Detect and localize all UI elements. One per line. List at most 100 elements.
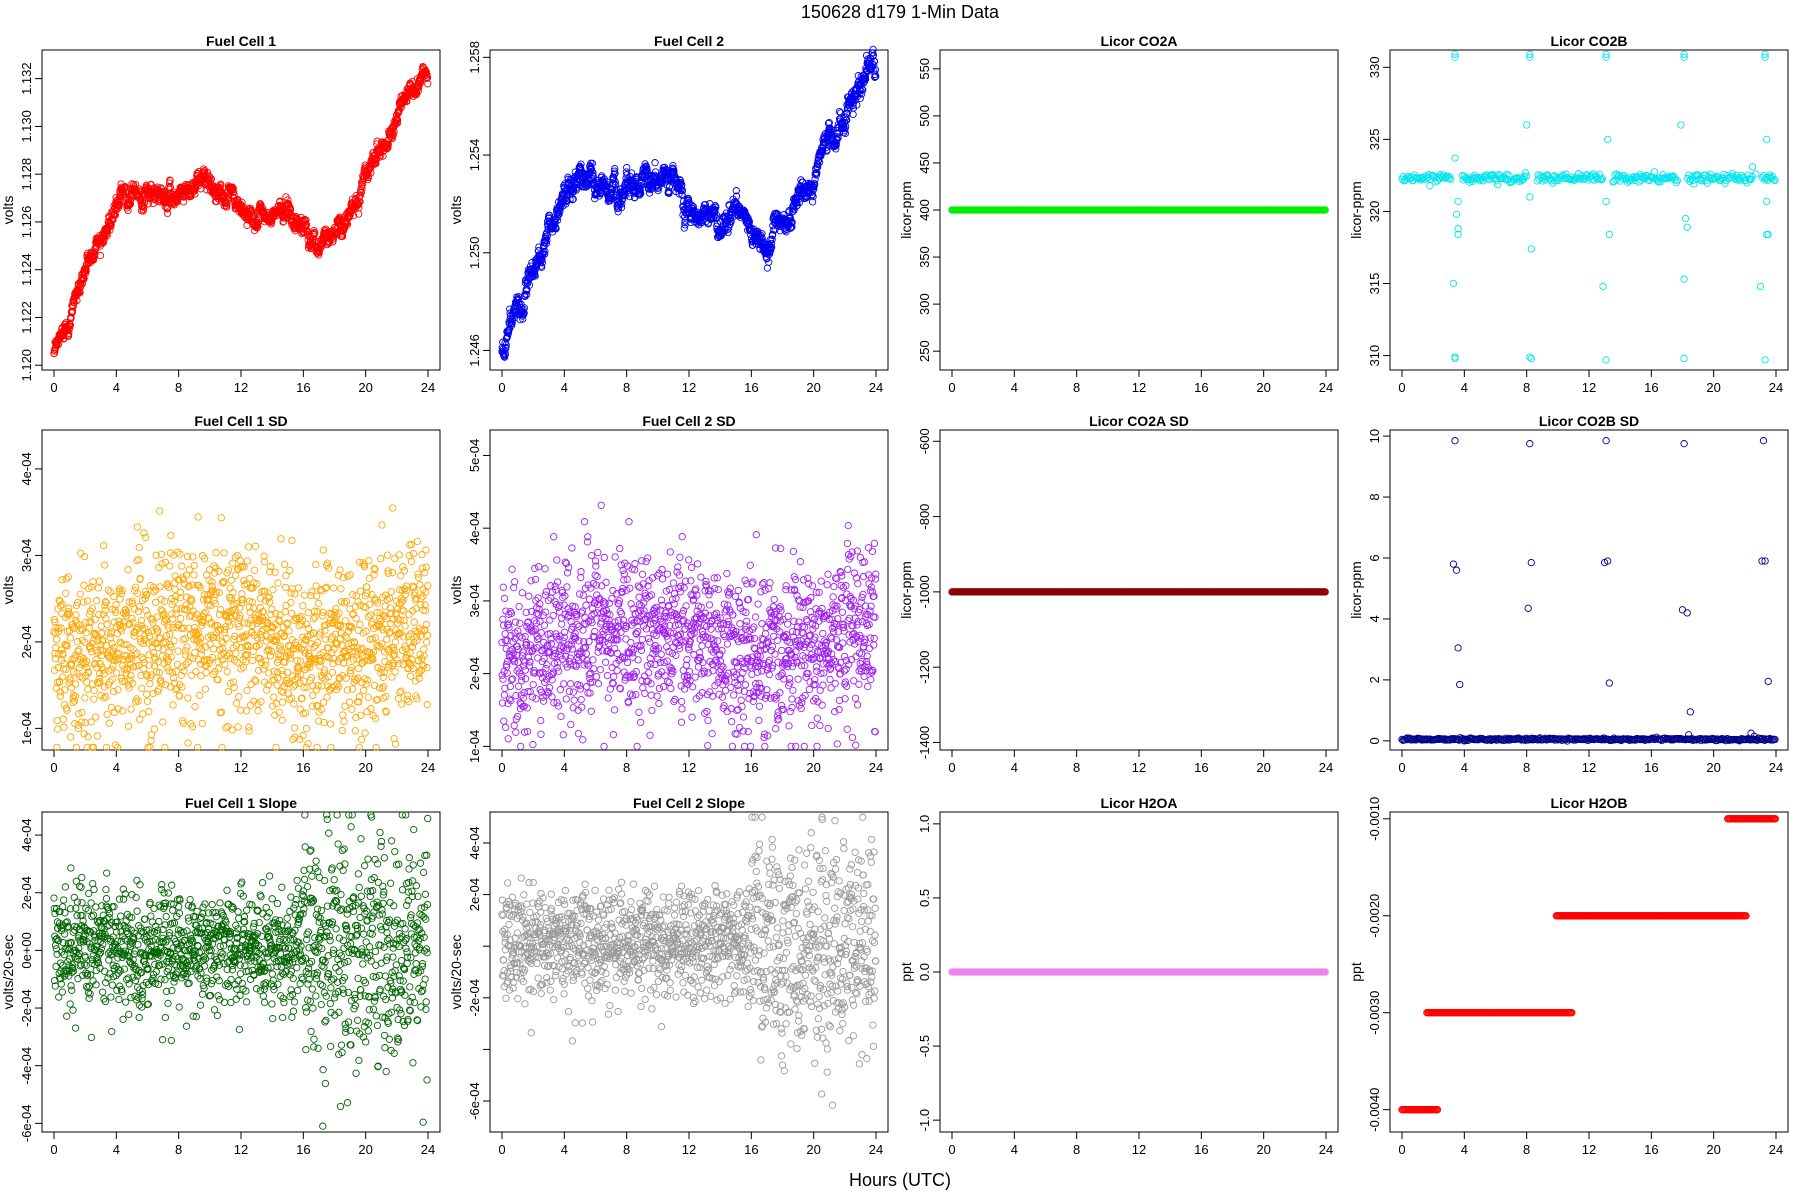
data-point (1680, 354, 1688, 363)
data-point (1763, 197, 1771, 206)
x-tick-label: 0 (50, 380, 57, 395)
data-point (319, 546, 327, 554)
data-point (294, 584, 303, 592)
x-tick-label: 4 (113, 760, 120, 775)
data-point (66, 321, 75, 329)
x-tick-label: 4 (1011, 380, 1018, 395)
data-point (1527, 245, 1535, 253)
data-point (262, 657, 270, 665)
data-point (164, 583, 173, 591)
data-point (124, 722, 133, 730)
data-point (280, 560, 289, 569)
data-point (201, 685, 210, 693)
data-point (164, 204, 172, 212)
data-point (763, 264, 772, 272)
data-point (290, 724, 299, 732)
data-point (304, 739, 312, 748)
data-point (110, 708, 119, 717)
y-tick-label: 1.254 (467, 139, 482, 172)
y-tick-label: 3e-04 (19, 539, 34, 572)
data-point (284, 196, 292, 204)
data-point (103, 710, 111, 718)
data-point (1602, 356, 1610, 364)
data-point (143, 697, 152, 706)
x-tick-label: 24 (1319, 380, 1333, 395)
data-point (163, 205, 171, 213)
y-tick-label: 1.120 (19, 349, 34, 382)
y-tick-label: 500 (917, 105, 932, 127)
x-tick-label: 20 (806, 380, 820, 395)
data-point (326, 720, 335, 728)
data-point (315, 248, 323, 257)
data-point (1451, 353, 1459, 361)
data-point (322, 225, 330, 233)
data-point (142, 607, 150, 615)
x-tick-label: 12 (1582, 380, 1596, 395)
plot-frame (1389, 49, 1789, 371)
x-tick-label: 16 (296, 760, 310, 775)
y-tick-label: 325 (1367, 129, 1382, 151)
data-point (84, 685, 92, 694)
y-tick-label: 1.128 (19, 158, 34, 191)
x-tick-label: 16 (1644, 380, 1658, 395)
data-point (82, 629, 90, 637)
data-point (235, 693, 243, 701)
data-point (236, 556, 244, 565)
data-point (52, 684, 60, 693)
data-point (228, 726, 236, 734)
data-point (309, 615, 318, 623)
data-point (92, 597, 101, 605)
data-point (301, 217, 309, 225)
data-point (302, 216, 310, 224)
data-point (220, 549, 228, 557)
data-point (338, 641, 346, 649)
data-point (232, 699, 241, 707)
data-point (188, 671, 196, 679)
data-point (1763, 230, 1771, 239)
data-point (184, 694, 192, 702)
data-point (150, 725, 158, 733)
data-point (226, 622, 234, 630)
data-point (1523, 121, 1531, 129)
data-point (338, 726, 346, 735)
data-point (1764, 230, 1772, 239)
x-tick-label: 12 (234, 760, 248, 775)
data-point (237, 200, 245, 209)
data-point (303, 620, 311, 628)
data-point (198, 719, 206, 728)
data-point (111, 211, 119, 219)
data-point (53, 725, 62, 733)
data-point (1763, 135, 1771, 144)
y-axis-label: licor-ppm (1348, 181, 1364, 239)
data-point (229, 184, 237, 192)
data-point (311, 229, 319, 237)
y-tick-label: 400 (917, 199, 932, 221)
data-point (134, 697, 142, 705)
data-point (243, 686, 251, 695)
data-point (174, 647, 182, 655)
y-tick-label: 2e-04 (19, 625, 34, 658)
data-point (135, 543, 143, 552)
data-point (209, 645, 218, 653)
data-point (69, 303, 77, 311)
x-tick-label: 8 (1073, 380, 1080, 395)
y-tick-label: 350 (917, 246, 932, 268)
data-point (849, 110, 857, 119)
data-point (274, 579, 282, 587)
x-tick-label: 24 (421, 380, 435, 395)
data-point (224, 722, 232, 731)
data-point (1604, 135, 1612, 144)
data-point (291, 590, 299, 598)
x-tick-label: 16 (296, 380, 310, 395)
y-tick-label: 4e-04 (19, 452, 34, 485)
data-point (170, 637, 178, 645)
data-point (60, 723, 68, 731)
data-point (166, 562, 174, 570)
y-axis-label: volts (0, 576, 16, 605)
data-point (302, 724, 311, 733)
y-tick-label: 250 (917, 340, 932, 362)
data-point (250, 566, 259, 574)
data-point (231, 571, 240, 580)
x-tick-label: 12 (682, 380, 696, 395)
data-point (1599, 282, 1607, 291)
